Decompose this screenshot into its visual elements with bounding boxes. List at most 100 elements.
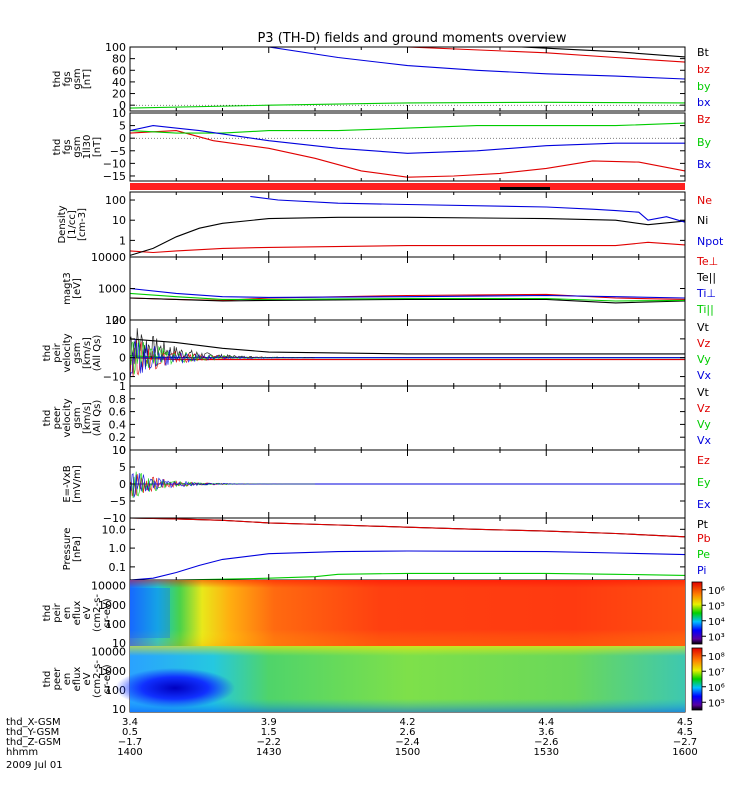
y-tick-label: 100 <box>105 41 126 54</box>
y-tick-label: −15 <box>103 170 126 183</box>
ephemeris-value: −2.6 <box>534 737 558 748</box>
ephemeris-row-label: thd_Y-GSM <box>6 727 59 738</box>
y-axis-label: fgs <box>62 71 73 86</box>
y-tick-label: 1 <box>119 234 126 247</box>
y-tick-label: 10 <box>112 214 126 227</box>
series-vt-line <box>130 338 685 355</box>
y-axis-label: gsm <box>72 136 83 157</box>
panel-frame <box>129 256 686 321</box>
ephemeris-row-label: thd_Z-GSM <box>6 737 61 748</box>
date-label: 2009 Jul 01 <box>6 760 63 771</box>
panel-4: 10000 1000 100 magt3 [eV] Te⊥ Te|| Ti⊥ Ti|| <box>62 251 718 327</box>
y-tick-label: 60 <box>112 64 126 77</box>
y-tick-label: 1000 <box>98 599 126 612</box>
legend-entry-bx: Bx <box>697 158 712 171</box>
y-tick-label: 80 <box>112 53 126 66</box>
status-bar <box>130 183 685 190</box>
ephemeris-value: 1600 <box>672 747 697 758</box>
ephemeris-value: −2.2 <box>257 737 281 748</box>
colorbar-tick-label: 10⁷ <box>708 667 725 678</box>
y-tick-label: 10.0 <box>102 523 127 536</box>
legend-entry-npot: Npot <box>697 235 724 248</box>
y-tick-label: 20 <box>112 314 126 327</box>
series-te-line <box>130 297 685 304</box>
y-tick-label: 100 <box>105 194 126 207</box>
series-ti-line <box>130 287 685 299</box>
series-by-line <box>130 101 685 109</box>
series-bx-line <box>130 125 685 154</box>
y-tick-label: 0.8 <box>109 393 127 406</box>
series-bz-line <box>130 130 685 178</box>
y-tick-label: 100 <box>105 618 126 631</box>
legend-entry-vt: Vt <box>697 321 710 334</box>
legend-entry-bt: Bt <box>697 46 710 59</box>
y-tick-label: −10 <box>103 512 126 525</box>
y-axis-label: [eV] <box>72 278 83 299</box>
series-pi-line <box>130 550 685 580</box>
y-tick-label: 20 <box>112 88 126 101</box>
y-tick-label: −5 <box>110 495 126 508</box>
y-axis-label: fgs <box>62 139 73 154</box>
colorbar-tick-label: 10⁸ <box>708 652 725 663</box>
ephemeris-value: 0.5 <box>122 727 138 738</box>
ephemeris-value: 4.4 <box>538 717 554 728</box>
legend-entry-ti: Ti|| <box>696 303 714 316</box>
series-vt-noise <box>130 328 316 359</box>
panel-6: 10.80.60.40.20 thd peer velocity gsm [km/s] (A… <box>42 380 712 457</box>
status-bar-marker <box>500 187 550 190</box>
ephemeris-value: 1.5 <box>261 727 277 738</box>
series-pb-line <box>130 518 685 538</box>
y-tick-label: 5 <box>119 461 126 474</box>
y-tick-label: 0.6 <box>109 406 127 419</box>
series-vx-noise <box>130 338 316 379</box>
series-ne-line <box>130 241 685 254</box>
panel-3: 100 10 1 Density [1/cc] [cm-3] Ne Ni Npot <box>57 191 724 258</box>
ephemeris-value: 1400 <box>117 747 142 758</box>
legend-entry-vz: Vz <box>697 337 711 350</box>
y-axis-label: thd <box>42 671 53 688</box>
series-bz-line <box>404 47 685 63</box>
y-axis-label: (cm2-s- <box>92 594 103 632</box>
panel-7: 10 5 0 −5 −10 E=-VxB [mV/m] Ez Ey Ex <box>62 444 711 525</box>
legend-entry-pe: Pe <box>697 548 710 561</box>
y-tick-label: 10000 <box>91 580 126 593</box>
y-tick-label: 1000 <box>98 665 126 678</box>
ephemeris-value: −1.7 <box>118 737 142 748</box>
legend-entry-pb: Pb <box>697 532 711 545</box>
y-tick-label: 10 <box>112 107 126 120</box>
y-axis-label: (cm2-s- <box>92 660 103 698</box>
panel-frame <box>129 191 686 258</box>
colorbar-tick-label: 10³ <box>708 632 725 643</box>
legend-entry-ti: Ti⊥ <box>696 287 716 300</box>
y-axis-label: velocity <box>62 333 73 372</box>
y-tick-label: 0.2 <box>109 431 127 444</box>
y-axis-label: sr-eV) <box>102 598 113 627</box>
y-tick-label: 1.0 <box>109 542 127 555</box>
y-axis-label: eflux <box>72 601 83 626</box>
y-axis-label: thd <box>52 71 63 88</box>
y-axis-label: eflux <box>72 667 83 692</box>
y-axis-label: thd <box>42 345 53 362</box>
ephemeris-value: 3.6 <box>538 727 554 738</box>
y-axis-label: peir <box>52 602 63 622</box>
colorbar-electron <box>691 647 703 711</box>
y-tick-label: 1 <box>119 380 126 393</box>
y-axis-label: thd <box>42 410 53 427</box>
y-axis-label: velocity <box>62 398 73 437</box>
panel-frame <box>129 112 686 182</box>
legend-entry-bz: bz <box>697 63 710 76</box>
y-tick-label: 100 <box>105 314 126 327</box>
ephemeris-value: 1530 <box>534 747 559 758</box>
legend-entry-vx: Vx <box>697 369 712 382</box>
legend-entry-vz: Vz <box>697 402 711 415</box>
y-axis-label: [nT] <box>92 137 103 157</box>
colorbar-tick-label: 10⁶ <box>708 683 725 694</box>
y-axis-label: [km/s] <box>82 337 93 369</box>
y-axis-label: Pressure <box>62 528 73 571</box>
y-axis-label: sr-eV) <box>102 664 113 693</box>
ephemeris-value: 1500 <box>395 747 420 758</box>
